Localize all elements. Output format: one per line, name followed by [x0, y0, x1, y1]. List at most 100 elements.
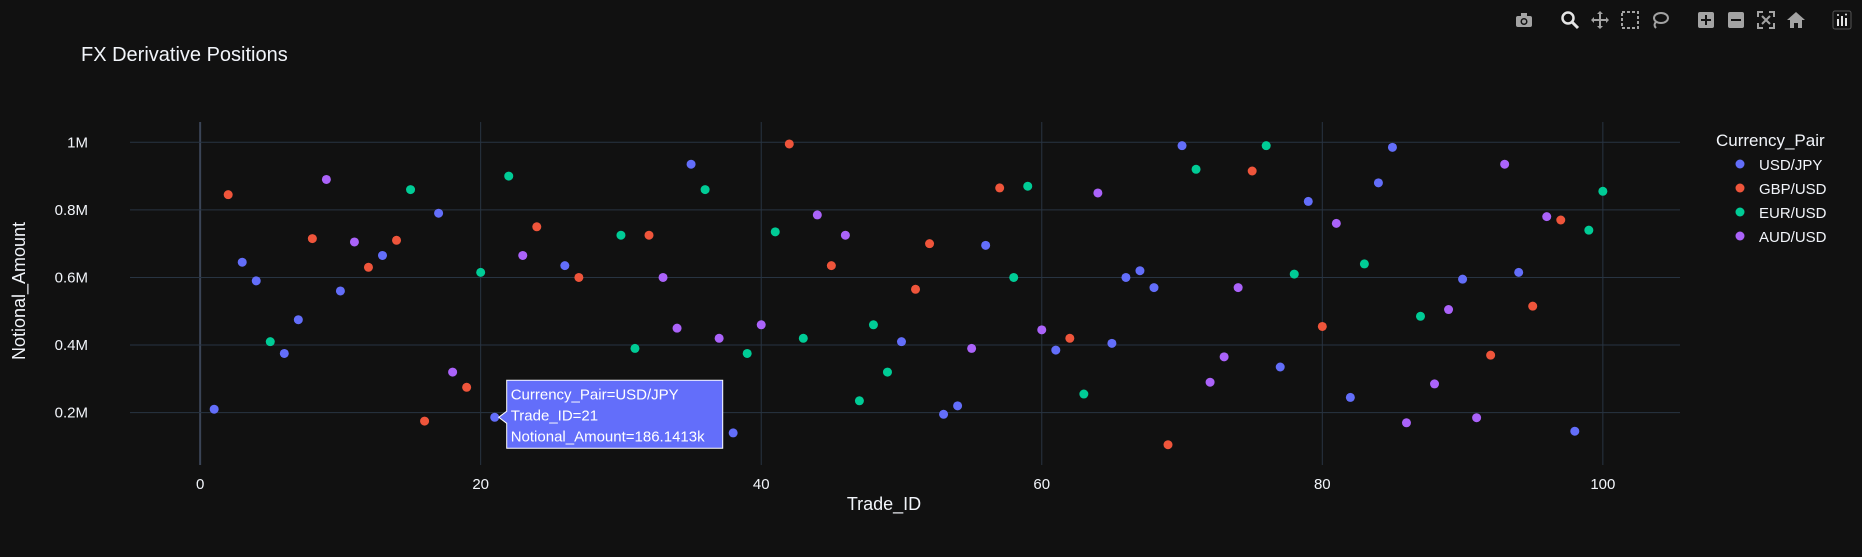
- data-point[interactable]: [1233, 283, 1243, 293]
- legend-marker[interactable]: [1735, 159, 1745, 169]
- lasso-icon[interactable]: [1648, 8, 1672, 32]
- data-point[interactable]: [1289, 269, 1299, 279]
- data-point[interactable]: [1331, 218, 1341, 228]
- data-point[interactable]: [1023, 181, 1033, 191]
- data-point[interactable]: [616, 230, 626, 240]
- data-point[interactable]: [1065, 333, 1075, 343]
- data-point[interactable]: [406, 185, 416, 195]
- series-gbp-usd[interactable]: [223, 139, 1566, 450]
- data-point[interactable]: [1359, 259, 1369, 269]
- data-point[interactable]: [1079, 389, 1089, 399]
- box-select-icon[interactable]: [1618, 8, 1642, 32]
- series-eur-usd[interactable]: [265, 141, 1608, 406]
- data-point[interactable]: [1093, 188, 1103, 198]
- data-point[interactable]: [1430, 379, 1440, 389]
- data-point[interactable]: [1373, 178, 1383, 188]
- data-point[interactable]: [209, 404, 219, 414]
- data-point[interactable]: [532, 222, 542, 232]
- data-point[interactable]: [728, 428, 738, 438]
- legend-item-label[interactable]: GBP/USD: [1759, 181, 1827, 198]
- series-usd-jpy[interactable]: [209, 141, 1580, 438]
- data-point[interactable]: [1401, 418, 1411, 428]
- legend-item-label[interactable]: AUD/USD: [1759, 229, 1827, 246]
- data-point[interactable]: [686, 159, 696, 169]
- data-point[interactable]: [742, 348, 752, 358]
- data-point[interactable]: [377, 250, 387, 260]
- data-point[interactable]: [1542, 212, 1552, 222]
- home-icon[interactable]: [1784, 8, 1808, 32]
- data-point[interactable]: [1009, 272, 1019, 282]
- zoom-in-icon[interactable]: [1694, 8, 1718, 32]
- data-point[interactable]: [714, 333, 724, 343]
- data-point[interactable]: [1247, 166, 1257, 176]
- data-point[interactable]: [349, 237, 359, 247]
- data-point[interactable]: [1415, 311, 1425, 321]
- data-point[interactable]: [981, 240, 991, 250]
- data-point[interactable]: [939, 409, 949, 419]
- data-point[interactable]: [812, 210, 822, 220]
- data-point[interactable]: [1303, 196, 1313, 206]
- data-point[interactable]: [911, 284, 921, 294]
- data-point[interactable]: [658, 272, 668, 282]
- data-point[interactable]: [644, 230, 654, 240]
- data-point[interactable]: [1486, 350, 1496, 360]
- data-point[interactable]: [363, 262, 373, 272]
- data-point[interactable]: [1500, 159, 1510, 169]
- data-point[interactable]: [223, 190, 233, 200]
- data-point[interactable]: [967, 343, 977, 353]
- zoom-out-icon[interactable]: [1724, 8, 1748, 32]
- data-point[interactable]: [882, 367, 892, 377]
- data-point[interactable]: [854, 396, 864, 406]
- data-point[interactable]: [504, 171, 514, 181]
- data-point[interactable]: [462, 382, 472, 392]
- data-point[interactable]: [574, 272, 584, 282]
- data-point[interactable]: [420, 416, 430, 426]
- data-point[interactable]: [1191, 164, 1201, 174]
- data-point[interactable]: [756, 320, 766, 330]
- data-point[interactable]: [1205, 377, 1215, 387]
- data-point[interactable]: [434, 208, 444, 218]
- data-point[interactable]: [1345, 392, 1355, 402]
- plotly-logo-icon[interactable]: [1830, 8, 1854, 32]
- data-point[interactable]: [1135, 266, 1145, 276]
- legend[interactable]: Currency_Pair USD/JPY GBP/USD EUR/USD AUD/U…: [1716, 131, 1827, 246]
- data-point[interactable]: [476, 267, 486, 277]
- data-point[interactable]: [1177, 141, 1187, 151]
- data-point[interactable]: [1598, 186, 1608, 196]
- data-point[interactable]: [490, 412, 500, 422]
- data-point[interactable]: [868, 320, 878, 330]
- data-point[interactable]: [672, 323, 682, 333]
- data-point[interactable]: [448, 367, 458, 377]
- camera-icon[interactable]: [1512, 8, 1536, 32]
- data-point[interactable]: [953, 401, 963, 411]
- series-aud-usd[interactable]: [321, 159, 1552, 428]
- data-point[interactable]: [307, 234, 317, 244]
- autoscale-icon[interactable]: [1754, 8, 1778, 32]
- data-point[interactable]: [279, 348, 289, 358]
- data-point[interactable]: [925, 239, 935, 249]
- data-point[interactable]: [293, 315, 303, 325]
- data-point[interactable]: [1261, 141, 1271, 151]
- data-point[interactable]: [1584, 225, 1594, 235]
- data-point[interactable]: [1444, 305, 1454, 315]
- data-point[interactable]: [1149, 283, 1159, 293]
- data-point[interactable]: [770, 227, 780, 237]
- data-point[interactable]: [1037, 325, 1047, 335]
- data-point[interactable]: [518, 250, 528, 260]
- legend-marker[interactable]: [1735, 207, 1745, 217]
- data-point[interactable]: [995, 183, 1005, 193]
- data-point[interactable]: [798, 333, 808, 343]
- data-point[interactable]: [1472, 413, 1482, 423]
- data-point[interactable]: [237, 257, 247, 267]
- data-point[interactable]: [265, 337, 275, 347]
- data-point[interactable]: [1556, 215, 1566, 225]
- data-point[interactable]: [784, 139, 794, 149]
- legend-item-label[interactable]: USD/JPY: [1759, 157, 1822, 174]
- legend-item-label[interactable]: EUR/USD: [1759, 205, 1827, 222]
- pan-icon[interactable]: [1588, 8, 1612, 32]
- data-point[interactable]: [321, 174, 331, 184]
- data-point[interactable]: [335, 286, 345, 296]
- data-point[interactable]: [1570, 426, 1580, 436]
- data-point[interactable]: [1275, 362, 1285, 372]
- data-point[interactable]: [1107, 338, 1117, 348]
